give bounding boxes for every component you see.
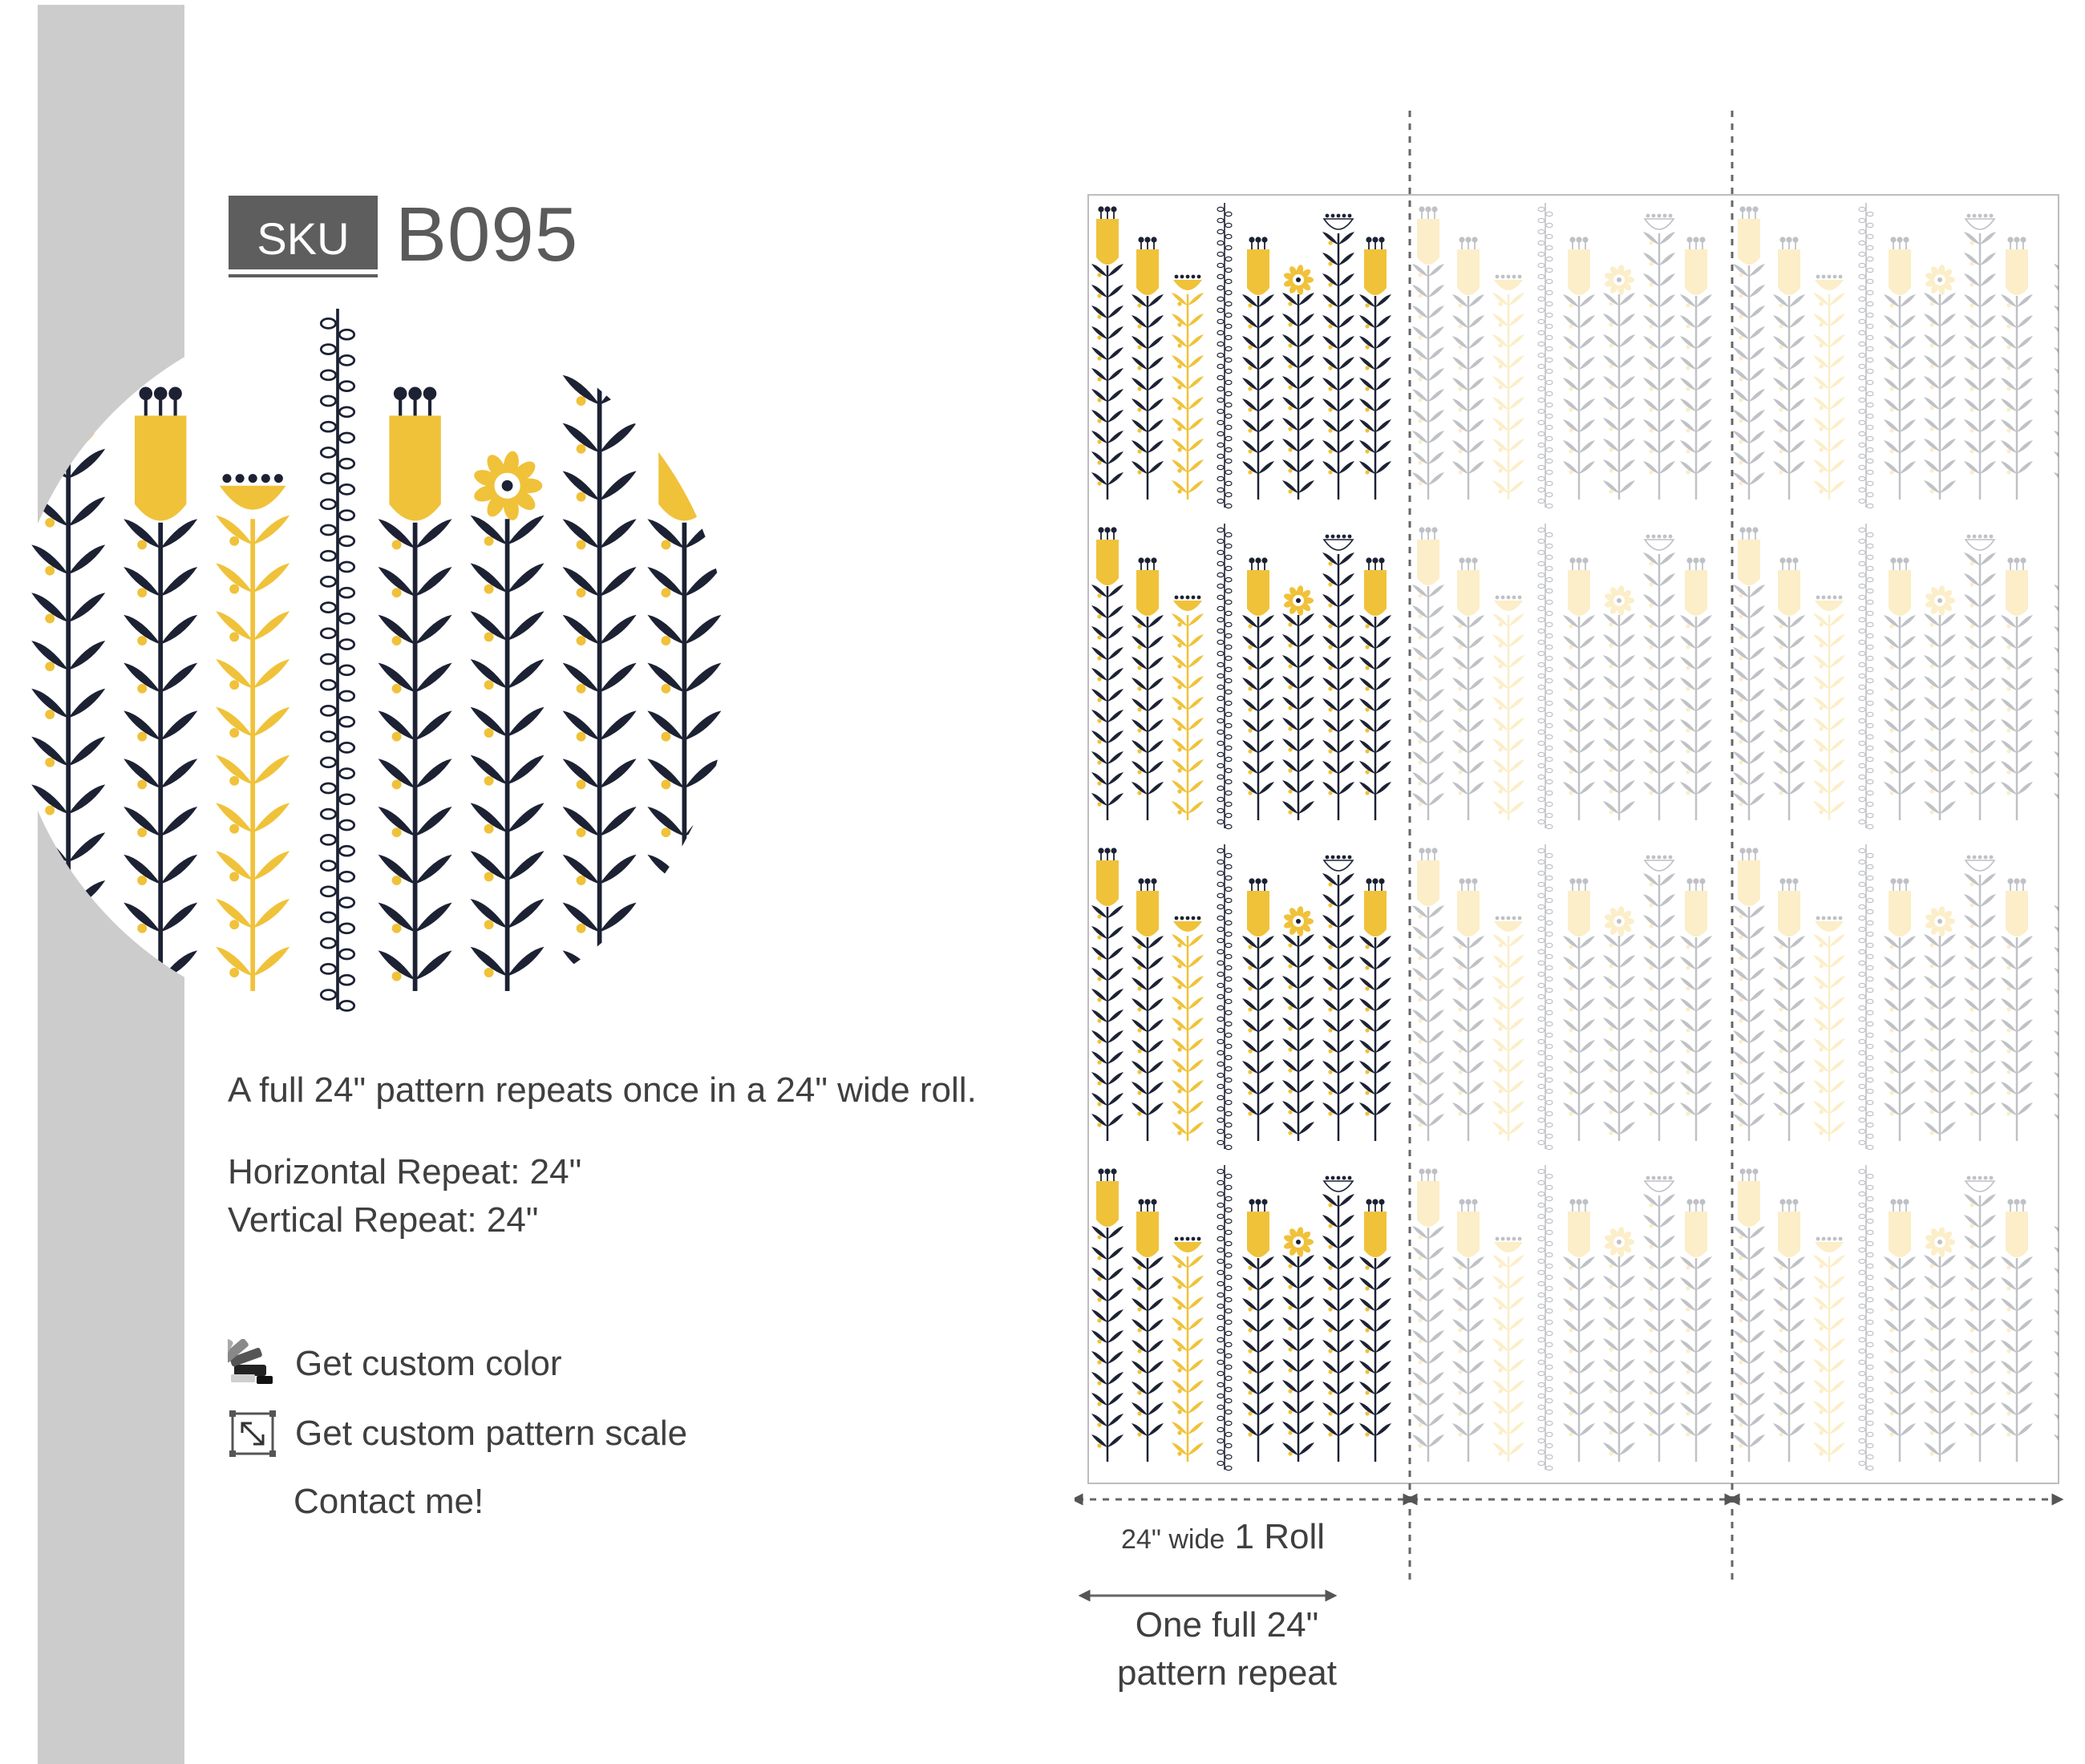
contact-link[interactable]: Contact me! (294, 1482, 484, 1521)
resize-icon (229, 1410, 276, 1457)
faded-rolls-panel (1410, 195, 2059, 1483)
roll-width-label: 24" wide 1 Roll (1121, 1517, 1325, 1557)
custom-scale-option[interactable]: Get custom pattern scale (228, 1409, 687, 1459)
pattern-swatch-art (31, 309, 722, 1012)
roll-width-small: 24" wide (1121, 1524, 1225, 1555)
sku-code: B095 (395, 192, 579, 277)
sku-label: SKU (257, 213, 350, 264)
roll-diagram (1075, 111, 2064, 1602)
custom-scale-label: Get custom pattern scale (295, 1414, 688, 1453)
repeat-label-line1: One full 24" (1135, 1605, 1319, 1645)
color-fan-icon (228, 1339, 273, 1384)
custom-color-label: Get custom color (295, 1344, 562, 1383)
sku-badge: SKU (229, 196, 378, 274)
roll-1-panel (1088, 195, 1409, 1483)
pattern-swatch (8, 306, 730, 1028)
repeat-label-line2: pattern repeat (1117, 1653, 1337, 1693)
roll-count: 1 Roll (1234, 1517, 1326, 1556)
horizontal-repeat: Horizontal Repeat: 24" (228, 1152, 582, 1192)
pattern-summary: A full 24" pattern repeats once in a 24"… (228, 1070, 977, 1110)
custom-color-option[interactable]: Get custom color (228, 1339, 562, 1389)
vertical-repeat: Vertical Repeat: 24" (228, 1200, 539, 1240)
